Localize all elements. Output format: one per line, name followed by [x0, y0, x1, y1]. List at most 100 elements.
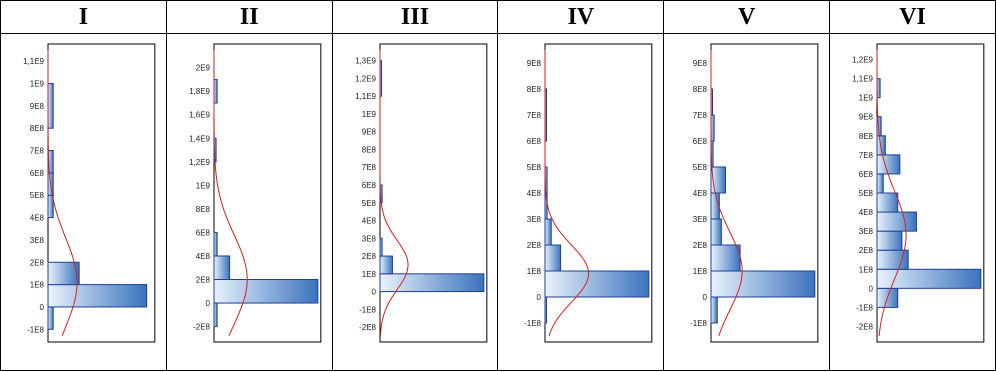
- histogram-panel-3: -2E8 -1E8 0 1E8 2E8 3E8 4E8 5E8 6E8 7E8 8E8 9E8 1E9 1…: [355, 43, 487, 343]
- y-tick-label: 1,8E9: [189, 87, 210, 96]
- y-tick-label: 3E8: [30, 236, 45, 245]
- y-tick-label: 8E8: [30, 124, 45, 133]
- y-tick-label: 6E8: [693, 137, 708, 146]
- y-tick-label: 8E8: [693, 85, 708, 94]
- y-tick-label: -2E8: [193, 323, 210, 332]
- panel-title: III: [332, 1, 498, 34]
- panel-title: VI: [830, 1, 995, 34]
- y-tick-label: 7E8: [693, 111, 708, 120]
- histogram-bar: [544, 244, 562, 272]
- y-tick-label: 3E8: [361, 234, 376, 243]
- y-tick-label: 7E8: [30, 147, 45, 156]
- panel-title: II: [166, 1, 332, 34]
- histogram-bar: [213, 255, 230, 281]
- y-tick-label: 4E8: [527, 189, 542, 198]
- y-tick-label: 6E8: [361, 181, 376, 190]
- histogram-bar: [544, 270, 650, 298]
- y-tick-label: 2E8: [527, 241, 542, 250]
- panel-column-4: IV -1E8 0 1E8 2E8 3E8 4E8 5E8 6E8 7E8 8E8 9E8: [498, 1, 665, 370]
- y-tick-label: 4E8: [859, 208, 874, 217]
- y-tick-label: -1E8: [359, 305, 376, 314]
- y-tick-label: 5E8: [361, 199, 376, 208]
- y-tick-label: 9E8: [361, 128, 376, 137]
- y-tick-label: 1,1E9: [355, 92, 376, 101]
- histogram-bar: [876, 230, 903, 251]
- y-tick-label: 0: [703, 293, 708, 302]
- y-tick-label: 2E8: [859, 246, 874, 255]
- y-tick-label: 2E8: [361, 252, 376, 261]
- histogram-bar: [710, 192, 721, 220]
- y-tick-label: 8E8: [196, 205, 211, 214]
- y-tick-label: 1,2E9: [355, 74, 376, 83]
- y-tick-label: -1E8: [27, 325, 44, 334]
- y-tick-label: -1E8: [525, 319, 542, 328]
- histogram-bar: [47, 150, 54, 174]
- y-tick-label: 0: [371, 288, 376, 297]
- y-tick-label: 0: [205, 299, 210, 308]
- y-tick-label: 0: [537, 293, 542, 302]
- y-tick-label: 6E8: [196, 228, 211, 237]
- y-tick-label: 2E8: [196, 276, 211, 285]
- histogram-bar: [47, 306, 54, 330]
- histogram-bar: [876, 268, 982, 289]
- histogram-bar: [47, 83, 54, 129]
- y-tick-label: -2E8: [359, 323, 376, 332]
- histogram-bar: [213, 279, 319, 304]
- normal-curve: [213, 50, 248, 337]
- y-tick-label: 4E8: [361, 217, 376, 226]
- y-tick-label: 1E8: [30, 281, 45, 290]
- y-tick-label: 1E8: [693, 267, 708, 276]
- y-tick-label: 2E8: [30, 258, 45, 267]
- histogram-bar: [710, 244, 741, 272]
- histogram-bar: [876, 135, 886, 156]
- y-tick-label: 1,2E9: [189, 158, 210, 167]
- y-tick-label: 1,1E9: [23, 57, 44, 66]
- histogram-bar: [710, 270, 816, 298]
- y-tick-label: 4E8: [693, 189, 708, 198]
- y-tick-label: -1E8: [690, 319, 707, 328]
- histogram-bar: [710, 218, 723, 246]
- y-tick-label: 1E8: [859, 265, 874, 274]
- y-tick-label: 3E8: [859, 227, 874, 236]
- y-tick-label: 8E8: [527, 85, 542, 94]
- y-tick-label: 8E8: [859, 132, 874, 141]
- y-tick-label: 3E8: [693, 215, 708, 224]
- y-tick-label: 1,3E9: [355, 57, 376, 66]
- y-tick-label: 7E8: [527, 111, 542, 120]
- y-tick-label: 1E9: [30, 80, 45, 89]
- y-tick-label: 5E8: [527, 163, 542, 172]
- histogram-bar: [379, 237, 383, 257]
- histogram-panel-6: -2E8 -1E8 0 1E8 2E8 3E8 4E8 5E8 6E8 7E8 8E8 9E8 1E9 1…: [852, 43, 985, 343]
- normal-curve: [47, 50, 78, 337]
- histogram-bar: [379, 255, 393, 275]
- y-tick-label: 9E8: [693, 59, 708, 68]
- panel-column-3: III -2E8 -1E8 0 1E8 2E8 3E8 4E8 5E8 6E8 7E8 8E8 9E8…: [332, 1, 499, 370]
- panel-title: V: [664, 1, 830, 34]
- histogram-bar: [876, 211, 918, 232]
- y-tick-label: 1,4E9: [189, 134, 210, 143]
- histogram-bar: [876, 173, 884, 194]
- histogram-bar: [379, 273, 484, 293]
- y-tick-label: 0: [869, 284, 874, 293]
- y-tick-label: 6E8: [527, 137, 542, 146]
- histogram-bar: [213, 231, 218, 257]
- y-tick-label: 1,2E9: [852, 56, 873, 65]
- y-tick-label: -1E8: [856, 303, 873, 312]
- histogram-bar: [876, 154, 901, 175]
- histogram-bar: [710, 296, 719, 324]
- y-tick-label: 6E8: [30, 169, 45, 178]
- y-tick-label: 1E8: [361, 270, 376, 279]
- y-tick-label: 1E9: [361, 110, 376, 119]
- histogram-panel-2: -2E8 0 2E8 4E8 6E8 8E8 1E9 1,2E9 1,4E9 1,6E9 1,8E9…: [189, 43, 322, 343]
- y-tick-label: 5E8: [859, 189, 874, 198]
- histogram-bar: [544, 218, 553, 246]
- y-tick-label: 7E8: [859, 151, 874, 160]
- panel-column-2: II -2E8 0 2E8 4E8 6E8 8E8 1E9 1,2E9 1,4E9 1,6E9 1,…: [166, 1, 333, 370]
- histogram-bar: [710, 166, 727, 194]
- y-tick-label: 2E8: [693, 241, 708, 250]
- y-tick-label: 0: [40, 303, 45, 312]
- y-tick-label: 5E8: [693, 163, 708, 172]
- panel-column-5: V -1E8 0 1E8 2E8 3E8 4E8 5E8 6E8 7E8 8E8 9E8: [664, 1, 831, 370]
- histogram-bar: [544, 296, 548, 324]
